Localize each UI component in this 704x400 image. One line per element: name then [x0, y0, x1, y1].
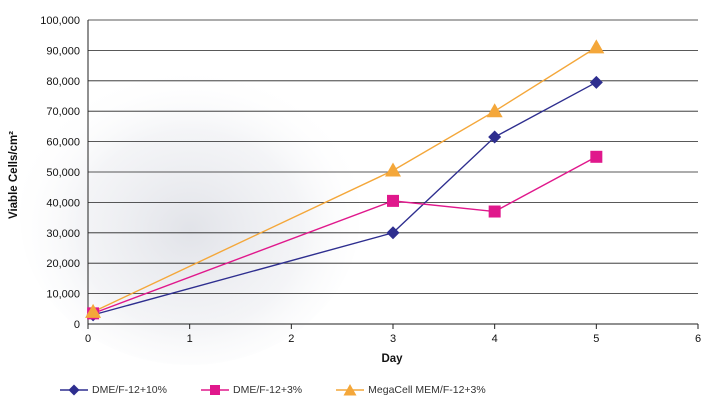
legend-label: DME/F-12+3%	[233, 384, 303, 396]
x-tick-label: 1	[187, 333, 193, 345]
series-line-3	[92, 46, 597, 313]
series-2-point	[387, 194, 399, 207]
y-tick-label: 20,000	[46, 258, 80, 270]
square-marker-icon	[201, 385, 229, 395]
legend-item-series-2: DME/F-12+3%	[201, 384, 302, 396]
series-3-point	[385, 162, 401, 177]
y-tick-label: 100,000	[40, 15, 80, 27]
triangle-marker-icon	[336, 384, 365, 396]
y-tick-label: 40,000	[46, 197, 80, 209]
y-tick-label: 0	[74, 319, 80, 331]
y-axis-title: Viable Cells/cm²	[8, 131, 20, 219]
series-line-1	[92, 81, 597, 316]
series-1-point	[589, 75, 603, 89]
x-axis-title: Day	[381, 353, 403, 365]
series-3-point	[85, 303, 102, 318]
x-tick-label: 4	[492, 333, 498, 345]
y-tick-label: 30,000	[46, 228, 80, 240]
y-tick-label: 70,000	[46, 106, 80, 118]
legend-item-series-3: MegaCell MEM/F-12+3%	[336, 384, 486, 396]
legend: DME/F-12+10% DME/F-12+3% MegaCell MEM/F-…	[60, 384, 520, 396]
series-line-2	[92, 156, 597, 315]
legend-item-series-1: DME/F-12+10%	[60, 384, 167, 396]
legend-label: DME/F-12+10%	[92, 384, 167, 396]
background-cell-image	[20, 65, 360, 365]
x-tick-label: 2	[288, 333, 294, 345]
y-tick-label: 10,000	[46, 289, 80, 301]
y-tick-label: 60,000	[46, 137, 80, 149]
series-2-point	[488, 205, 501, 218]
x-tick-label: 0	[85, 333, 91, 345]
series-3-point	[588, 39, 605, 54]
x-tick-label: 6	[695, 333, 701, 345]
y-tick-label: 80,000	[46, 76, 80, 88]
x-tick-label: 5	[593, 333, 599, 345]
series-1-point	[488, 130, 502, 144]
y-tick-label: 50,000	[46, 167, 80, 179]
series-2-point	[590, 150, 603, 163]
x-tick-label: 3	[390, 333, 396, 345]
y-tick-label: 90,000	[46, 45, 80, 57]
line-chart: 0 10,000 20,000 30,000 40,000 50,000 60,000 70,…	[8, 15, 701, 365]
legend-label: MegaCell MEM/F-12+3%	[368, 384, 486, 396]
diamond-marker-icon	[60, 384, 88, 396]
series-1-point	[386, 226, 400, 240]
series-3-point	[486, 103, 503, 118]
